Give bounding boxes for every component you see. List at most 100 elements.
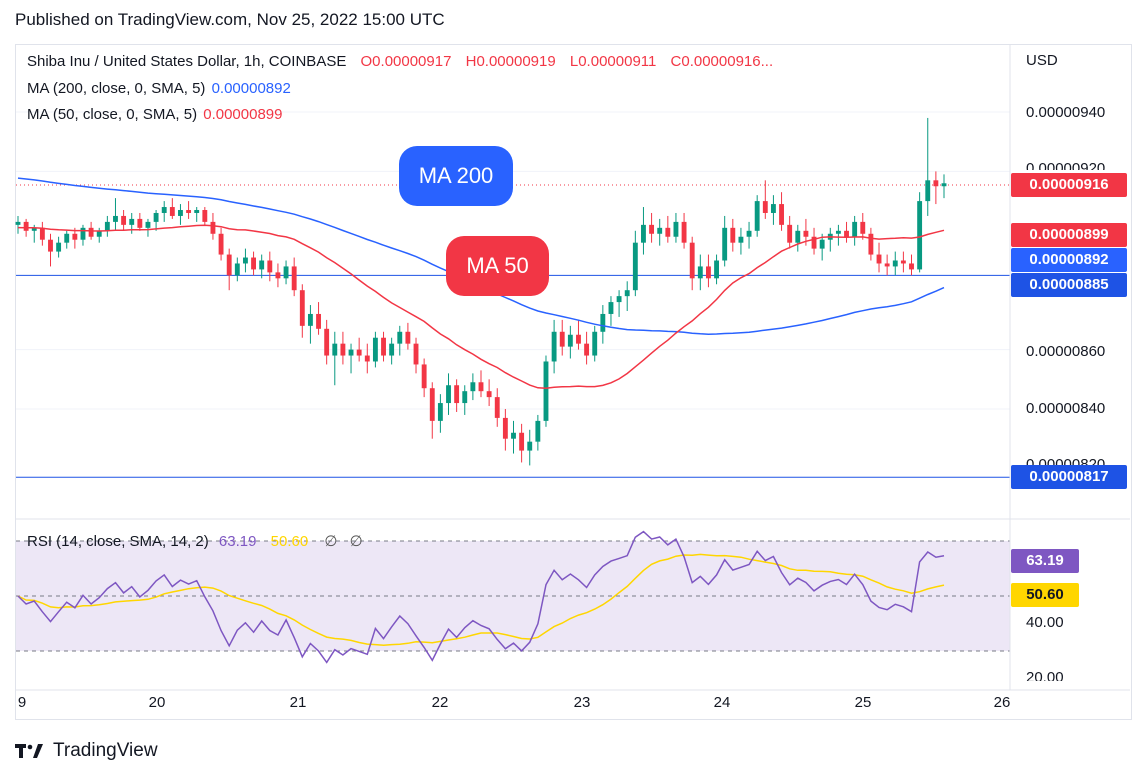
last-price-tag: 0.00000916 xyxy=(1011,173,1127,197)
tradingview-brand[interactable]: TradingView xyxy=(15,740,158,762)
rsi-value: 63.19 xyxy=(218,533,257,550)
candle-body xyxy=(543,361,549,421)
candle-body xyxy=(429,388,435,421)
candle-body xyxy=(234,263,240,276)
candle-body xyxy=(307,313,313,326)
candle-body xyxy=(186,210,192,213)
rsi-ma-value: 50.60 xyxy=(270,533,309,550)
candle-body xyxy=(803,230,809,237)
candle-body xyxy=(251,257,256,270)
ma50-line xyxy=(17,224,945,390)
level-lower-tag: 0.00000817 xyxy=(1011,465,1127,489)
time-tick-25: 25 xyxy=(854,694,872,711)
candle-body xyxy=(48,239,53,252)
candle-body xyxy=(299,290,305,326)
candle-body xyxy=(437,403,443,421)
candle-body xyxy=(364,355,370,362)
candle-body xyxy=(23,221,29,231)
candle-body xyxy=(576,334,581,344)
candle-body xyxy=(259,260,265,270)
ma50-label: MA (50, close, 0, SMA, 5) xyxy=(27,106,198,123)
candle-body xyxy=(852,221,858,237)
candle-body xyxy=(649,224,655,234)
candle-body xyxy=(779,204,784,225)
ohlc-low: L0.00000911 xyxy=(569,53,657,70)
candle-body xyxy=(584,343,590,356)
candle-body xyxy=(762,201,768,213)
candle-body xyxy=(39,227,45,240)
legend-ma50[interactable]: MA (50, close, 0, SMA, 5) 0.00000899 xyxy=(27,106,282,123)
candle-body xyxy=(454,385,460,404)
candle-body xyxy=(348,349,354,356)
candle-body xyxy=(511,432,516,439)
candle-body xyxy=(876,254,882,264)
candle-body xyxy=(56,242,62,252)
candle-body xyxy=(754,201,760,231)
candle-body xyxy=(892,260,898,267)
candle-body xyxy=(389,343,395,356)
candle-body xyxy=(486,391,492,398)
candle-body xyxy=(267,260,273,273)
level-upper-tag: 0.00000885 xyxy=(1011,273,1127,297)
candle-body xyxy=(88,227,94,237)
ohlc-open: O0.00000917 xyxy=(360,53,452,70)
candle-body xyxy=(405,331,411,344)
candle-body xyxy=(551,331,557,362)
ma50-callout: MA 50 xyxy=(446,236,549,296)
candle-body xyxy=(421,364,427,389)
candle-body xyxy=(559,331,565,347)
candle-body xyxy=(113,215,118,222)
candle-body xyxy=(868,233,874,255)
candle-body xyxy=(592,331,598,356)
candle-body xyxy=(178,210,183,216)
rsi-pane xyxy=(16,45,1130,691)
ma200-value: 0.00000892 xyxy=(211,80,291,97)
candle-body xyxy=(161,207,167,213)
time-tick-22: 22 xyxy=(431,694,449,711)
candle-body xyxy=(145,221,151,228)
candle-body xyxy=(121,215,127,225)
candle-body xyxy=(844,230,849,237)
candle-body xyxy=(153,212,159,222)
chart-grid xyxy=(16,111,1010,410)
time-tick-9: 9 xyxy=(17,694,27,711)
candle-body xyxy=(413,343,419,365)
candle-body xyxy=(226,254,232,276)
candle-body xyxy=(884,263,890,267)
rsi-extra-1: ∅ xyxy=(324,533,338,550)
candle-body xyxy=(641,224,646,243)
candle-body xyxy=(194,210,200,213)
candle-body xyxy=(900,260,906,264)
candle-body xyxy=(795,230,801,243)
candle-body xyxy=(96,230,102,237)
candle-body xyxy=(657,227,663,234)
candle-body xyxy=(324,328,330,356)
rsi-value-tag: 63.19 xyxy=(1011,549,1079,573)
rsi-extra-2: ∅ xyxy=(349,533,363,550)
candle-body xyxy=(462,391,468,404)
candle-body xyxy=(446,385,451,404)
candle-body xyxy=(681,221,687,243)
candle-body xyxy=(706,266,711,279)
candle-body xyxy=(502,417,508,439)
legend-ma200[interactable]: MA (200, close, 0, SMA, 5) 0.00000892 xyxy=(27,80,291,97)
candle-body xyxy=(811,236,817,249)
price-tick-820: 0.00000820 xyxy=(1026,456,1106,465)
candle-body xyxy=(494,397,500,418)
time-tick-20: 20 xyxy=(148,694,166,711)
chart-frame xyxy=(15,44,1132,720)
rsi-legend[interactable]: RSI (14, close, SMA, 14, 2) 63.19 50.60 … xyxy=(27,532,363,550)
time-tick-24: 24 xyxy=(713,694,731,711)
candle-body xyxy=(340,343,346,356)
candle-body xyxy=(819,239,825,249)
candle-body xyxy=(770,204,776,213)
candle-body xyxy=(104,221,110,231)
candle-body xyxy=(632,242,638,291)
price-tick-920: 0.00000920 xyxy=(1026,160,1106,170)
candle-body xyxy=(722,227,728,261)
candle-body xyxy=(860,221,866,234)
symbol-title[interactable]: Shiba Inu / United States Dollar, 1h, CO… xyxy=(27,53,347,70)
candle-body xyxy=(31,227,37,231)
candle-body xyxy=(746,230,752,237)
